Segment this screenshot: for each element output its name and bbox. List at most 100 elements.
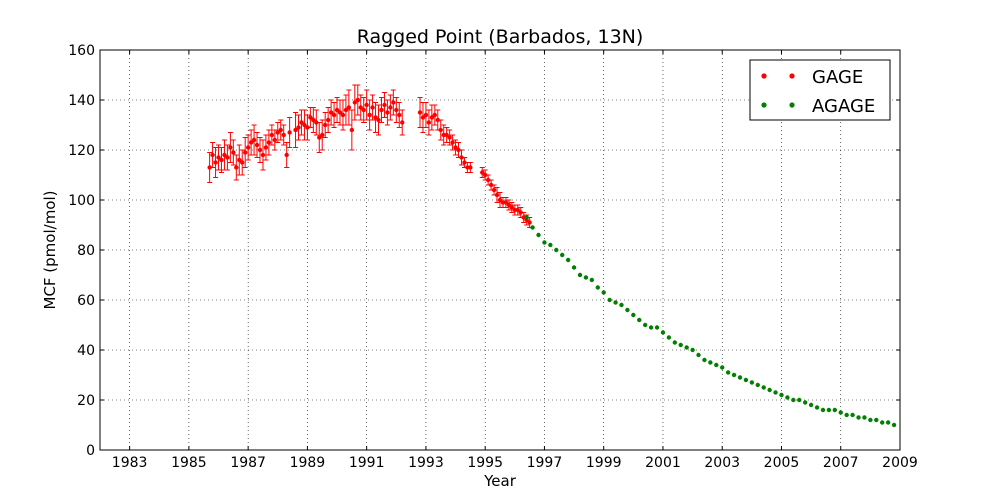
- series-gage: [207, 84, 533, 228]
- data-point-agage: [690, 347, 695, 353]
- y-tick-label-100: 100: [68, 193, 95, 209]
- data-point-gage: [287, 130, 292, 135]
- data-point-gage: [299, 120, 304, 125]
- data-point-gage: [334, 107, 340, 113]
- data-point-agage: [571, 265, 577, 270]
- data-point-gage: [337, 110, 343, 115]
- data-point-agage: [808, 402, 814, 408]
- data-point-gage: [432, 112, 438, 118]
- data-point-gage: [468, 165, 473, 170]
- x-tick-label-2009: 2009: [882, 455, 918, 471]
- data-point-gage: [400, 120, 405, 125]
- data-point-gage: [515, 207, 520, 213]
- data-point-gage: [491, 187, 497, 193]
- data-point-gage: [379, 107, 384, 113]
- x-tick-label-1999: 1999: [586, 455, 622, 471]
- data-point-gage: [207, 165, 212, 170]
- y-tick-label-20: 20: [77, 393, 95, 409]
- data-point-gage: [346, 105, 352, 110]
- data-point-agage: [844, 412, 849, 418]
- data-point-gage: [284, 152, 289, 158]
- data-point-agage: [601, 290, 606, 295]
- data-point-agage: [536, 232, 541, 238]
- data-point-agage: [749, 380, 755, 385]
- data-point-agage: [785, 395, 790, 400]
- data-point-gage: [506, 202, 512, 208]
- tick-layer: 1983 1985 1987 1989 1991 1993 1995 1997 1999 2001…: [68, 43, 918, 471]
- legend-label-gage: GAGE: [812, 67, 863, 88]
- data-point-gage: [257, 147, 263, 153]
- data-point-gage: [480, 170, 485, 175]
- x-tick-label-2003: 2003: [704, 455, 740, 471]
- data-point-gage: [429, 115, 435, 120]
- data-point-gage: [509, 205, 515, 210]
- y-tick-label-140: 140: [68, 93, 95, 109]
- data-point-agage: [672, 340, 678, 345]
- data-point-agage: [797, 397, 802, 403]
- data-point-gage: [314, 120, 319, 125]
- data-point-gage: [358, 105, 363, 110]
- data-point-gage: [281, 132, 286, 138]
- data-point-gage: [237, 157, 242, 163]
- data-point-agage: [642, 322, 648, 328]
- data-point-agage: [868, 417, 873, 423]
- data-point-agage: [702, 357, 707, 363]
- x-tick-label-1995: 1995: [467, 455, 503, 471]
- data-point-gage: [325, 117, 331, 123]
- data-point-agage: [583, 275, 589, 280]
- data-point-agage: [838, 410, 843, 415]
- data-point-gage: [352, 100, 358, 105]
- data-point-agage: [542, 240, 547, 245]
- data-point-gage: [527, 220, 532, 225]
- data-point-gage: [364, 102, 369, 108]
- x-tick-label-1991: 1991: [349, 455, 385, 471]
- data-point-agage: [524, 215, 529, 220]
- x-tick-label-2005: 2005: [764, 455, 800, 471]
- data-point-agage: [589, 277, 595, 283]
- data-point-gage: [317, 135, 322, 140]
- data-point-gage: [245, 145, 251, 150]
- data-point-gage: [248, 140, 254, 145]
- data-point-gage: [385, 110, 390, 115]
- chart-title: Ragged Point (Barbados, 13N): [357, 26, 644, 48]
- data-point-agage: [862, 415, 867, 420]
- x-tick-label-2007: 2007: [823, 455, 859, 471]
- data-point-gage: [420, 115, 426, 120]
- grid-layer: [100, 49, 901, 451]
- legend-marker-gage-2: [789, 73, 795, 79]
- data-point-gage: [349, 127, 355, 133]
- data-point-agage: [577, 272, 583, 278]
- data-point-gage: [453, 145, 458, 150]
- data-point-gage: [311, 117, 316, 123]
- legend: GAGE AGAGE: [749, 59, 891, 121]
- data-point-agage: [548, 242, 553, 248]
- data-point-gage: [322, 122, 328, 128]
- data-point-agage: [714, 362, 719, 368]
- data-point-gage: [373, 115, 378, 120]
- data-point-gage: [355, 97, 360, 103]
- data-point-gage: [426, 120, 432, 125]
- data-point-gage: [278, 127, 283, 133]
- x-tick-label-1997: 1997: [527, 455, 563, 471]
- data-point-gage: [240, 160, 245, 165]
- data-point-gage: [266, 140, 272, 145]
- data-point-gage: [222, 152, 227, 158]
- legend-box: [749, 59, 891, 121]
- data-point-agage: [720, 365, 725, 370]
- data-point-agage: [814, 405, 820, 410]
- x-tick-label-1985: 1985: [171, 455, 207, 471]
- data-point-agage: [850, 412, 855, 418]
- data-point-gage: [219, 157, 224, 163]
- data-point-gage: [447, 135, 452, 140]
- data-point-gage: [388, 105, 393, 110]
- data-point-gage: [343, 107, 349, 113]
- legend-marker-agage-2: [789, 102, 795, 108]
- data-point-agage: [856, 415, 861, 420]
- data-point-gage: [456, 147, 461, 153]
- data-point-gage: [254, 142, 260, 148]
- data-point-agage: [666, 335, 672, 340]
- y-tick-label-40: 40: [77, 343, 95, 359]
- data-point-agage: [613, 300, 618, 305]
- x-tick-label-1989: 1989: [290, 455, 326, 471]
